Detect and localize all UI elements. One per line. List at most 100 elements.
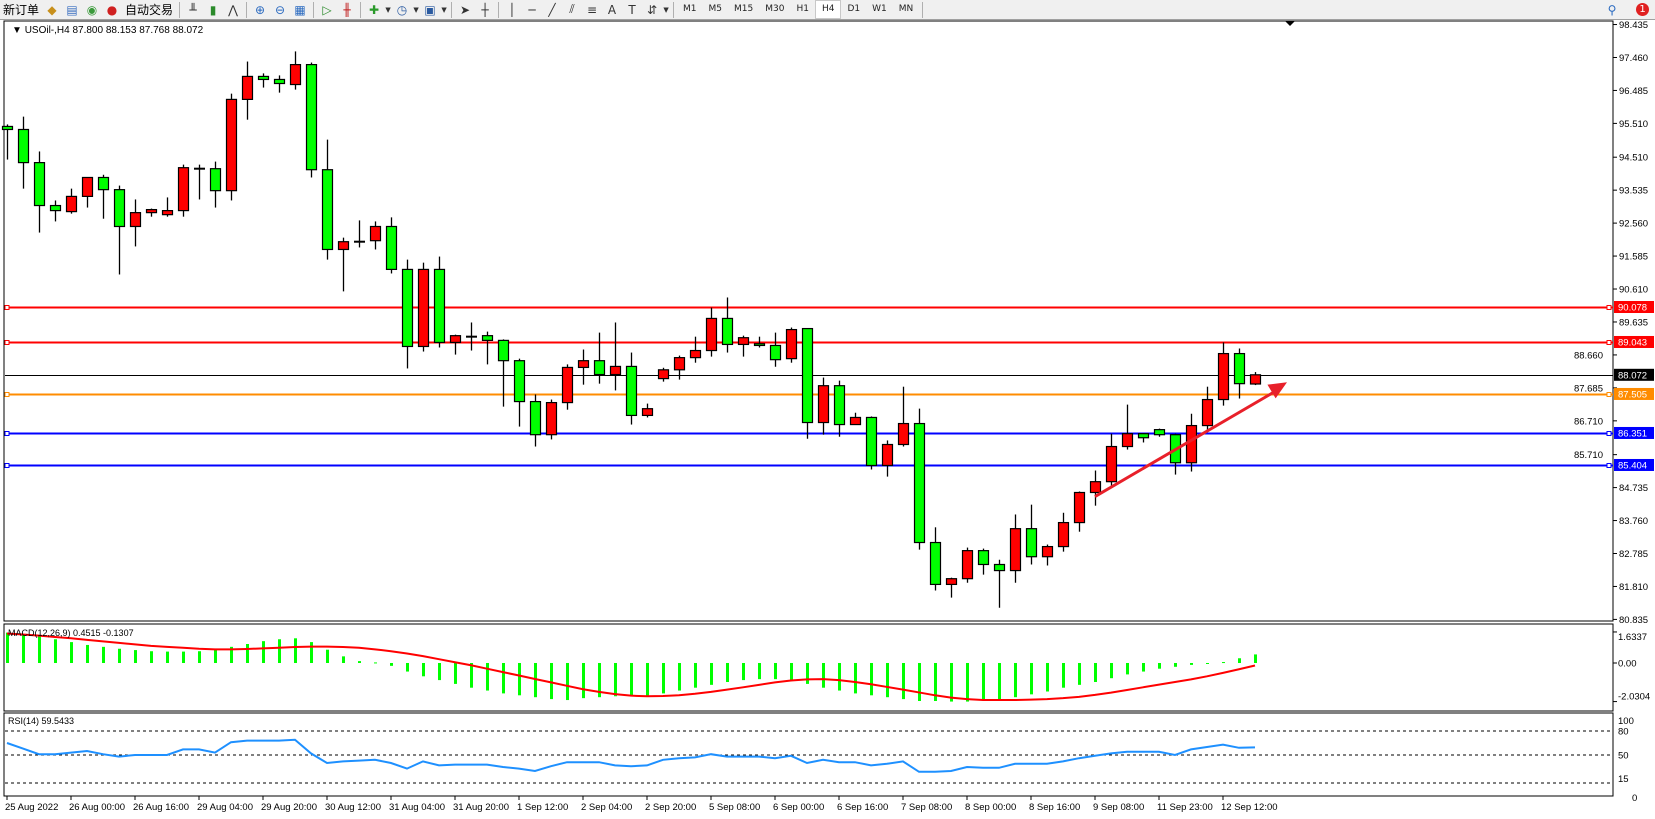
arrows-icon[interactable]: ⇵ bbox=[647, 2, 658, 17]
rsi-line bbox=[6, 738, 1256, 773]
candlestick-icon[interactable]: ▮ bbox=[209, 2, 217, 17]
macd-histogram-bar bbox=[710, 663, 713, 685]
line-handle[interactable] bbox=[4, 392, 10, 397]
macd-histogram-bar bbox=[1126, 663, 1129, 675]
macd-histogram-bar bbox=[6, 632, 9, 663]
collapse-triangle-icon[interactable]: ▼ bbox=[12, 25, 25, 36]
y-tick-label: 89.635 bbox=[1619, 317, 1648, 328]
macd-histogram-bar bbox=[86, 644, 89, 663]
chart-shift-icon[interactable]: ╫ bbox=[343, 2, 351, 17]
chart-shift-marker-icon[interactable] bbox=[1285, 21, 1295, 26]
y-tick-label: 87.685 bbox=[1574, 383, 1603, 394]
main-chart-frame bbox=[3, 20, 1614, 622]
separator bbox=[673, 1, 675, 18]
fibonacci-fan-icon[interactable]: ⫽ bbox=[569, 2, 575, 16]
templates-icon[interactable]: ▣ bbox=[424, 2, 436, 17]
candle-body bbox=[897, 422, 910, 446]
y-tick-label: 82.785 bbox=[1619, 549, 1648, 560]
chevron-down-icon[interactable]: ▼ bbox=[441, 5, 447, 14]
macd-histogram-bar bbox=[278, 639, 281, 663]
macd-histogram-bar bbox=[70, 642, 73, 663]
macd-histogram-bar bbox=[406, 663, 409, 672]
candle bbox=[401, 259, 414, 369]
y-tick-label: 81.810 bbox=[1619, 582, 1648, 593]
period-m15[interactable]: M15 bbox=[734, 4, 754, 14]
candle-body bbox=[497, 339, 510, 362]
candle-body bbox=[1041, 545, 1054, 558]
period-w1[interactable]: W1 bbox=[872, 4, 887, 14]
line-handle[interactable] bbox=[1606, 392, 1612, 397]
crosshair-icon[interactable]: ┼ bbox=[481, 2, 489, 17]
separator bbox=[246, 1, 248, 18]
period-h4[interactable]: H4 bbox=[814, 0, 842, 19]
candle bbox=[337, 237, 350, 292]
new-order-button[interactable]: 新订单 bbox=[3, 3, 40, 17]
line-handle[interactable] bbox=[1606, 305, 1612, 310]
candle-body bbox=[354, 240, 365, 243]
price-label: 88.072 bbox=[1618, 370, 1647, 381]
period-mn[interactable]: MN bbox=[898, 4, 914, 14]
candle bbox=[785, 327, 798, 363]
candle bbox=[657, 367, 670, 382]
period-m1[interactable]: M1 bbox=[683, 4, 697, 14]
vertical-line-icon[interactable]: │ bbox=[508, 2, 516, 17]
chart-window[interactable]: 98.435 97.460 96.485 95.510 94.510 93.535 92.5… bbox=[0, 20, 1655, 819]
x-tick-label: 25 Aug 2022 bbox=[5, 802, 58, 813]
candle-body bbox=[417, 268, 430, 348]
zoom-in-icon[interactable]: ⊕ bbox=[255, 2, 266, 17]
candle bbox=[1249, 372, 1262, 386]
line-chart-icon[interactable]: ⋀ bbox=[228, 2, 238, 17]
zoom-out-icon[interactable]: ⊖ bbox=[275, 2, 286, 17]
macd-histogram-bar bbox=[1206, 663, 1209, 664]
tile-windows-icon[interactable]: ▦ bbox=[294, 2, 306, 17]
line-handle[interactable] bbox=[4, 463, 10, 468]
trendline-icon[interactable]: ╱ bbox=[548, 2, 556, 17]
y-tick-label: 80.835 bbox=[1619, 615, 1648, 626]
candle bbox=[161, 197, 174, 217]
candle bbox=[561, 364, 574, 410]
candle-body bbox=[529, 400, 542, 436]
macd-histogram-bar bbox=[454, 663, 457, 684]
auto-trading-button[interactable]: 自动交易 bbox=[125, 3, 174, 17]
period-m30[interactable]: M30 bbox=[765, 4, 785, 14]
candle-body bbox=[1057, 521, 1070, 548]
fibonacci-retracement-icon[interactable]: ≡ bbox=[587, 2, 598, 17]
candle bbox=[993, 559, 1006, 608]
macd-histogram-bar bbox=[934, 663, 937, 701]
indicators-icon[interactable]: ✚ bbox=[369, 2, 380, 17]
macd-histogram-bar bbox=[1222, 662, 1225, 664]
auto-trading-icon[interactable]: ● bbox=[106, 2, 118, 17]
signals-icon[interactable]: ◉ bbox=[86, 2, 98, 17]
search-icon[interactable]: ⚲ bbox=[1607, 2, 1617, 17]
trend-arrow[interactable] bbox=[1094, 389, 1278, 498]
line-handle[interactable] bbox=[1606, 431, 1612, 436]
line-handle[interactable] bbox=[4, 340, 10, 345]
candle bbox=[1121, 404, 1134, 450]
navigator-icon[interactable]: ▤ bbox=[66, 2, 78, 17]
candle-body bbox=[113, 189, 126, 228]
chevron-down-icon[interactable]: ▼ bbox=[663, 5, 669, 14]
horizontal-line-icon[interactable]: ─ bbox=[528, 2, 536, 17]
line-handle[interactable] bbox=[1606, 463, 1612, 468]
bar-chart-icon[interactable]: ╨ bbox=[189, 2, 197, 17]
line-handle[interactable] bbox=[1606, 340, 1612, 345]
y-tick-label: 94.510 bbox=[1619, 153, 1648, 164]
y-tick-label: 83.760 bbox=[1619, 516, 1648, 527]
separator bbox=[313, 1, 315, 18]
line-handle[interactable] bbox=[4, 305, 10, 310]
period-h1[interactable]: H1 bbox=[796, 4, 809, 14]
period-m5[interactable]: M5 bbox=[708, 4, 723, 14]
chevron-down-icon[interactable]: ▼ bbox=[413, 5, 419, 14]
periods-icon[interactable]: ◷ bbox=[396, 2, 408, 17]
y-tick-label: 80 bbox=[1618, 727, 1629, 738]
candle bbox=[1057, 512, 1070, 552]
autoscroll-icon[interactable]: ▷ bbox=[322, 2, 332, 17]
cursor-icon[interactable]: ➤ bbox=[460, 2, 471, 17]
market-watch-icon[interactable]: ◆ bbox=[47, 2, 57, 17]
line-handle[interactable] bbox=[4, 431, 10, 436]
notification-badge[interactable]: 1 bbox=[1636, 3, 1649, 16]
text-icon[interactable]: A bbox=[607, 2, 617, 17]
text-label-icon[interactable]: T bbox=[628, 2, 636, 17]
period-d1[interactable]: D1 bbox=[847, 4, 861, 14]
chevron-down-icon[interactable]: ▼ bbox=[385, 5, 391, 14]
